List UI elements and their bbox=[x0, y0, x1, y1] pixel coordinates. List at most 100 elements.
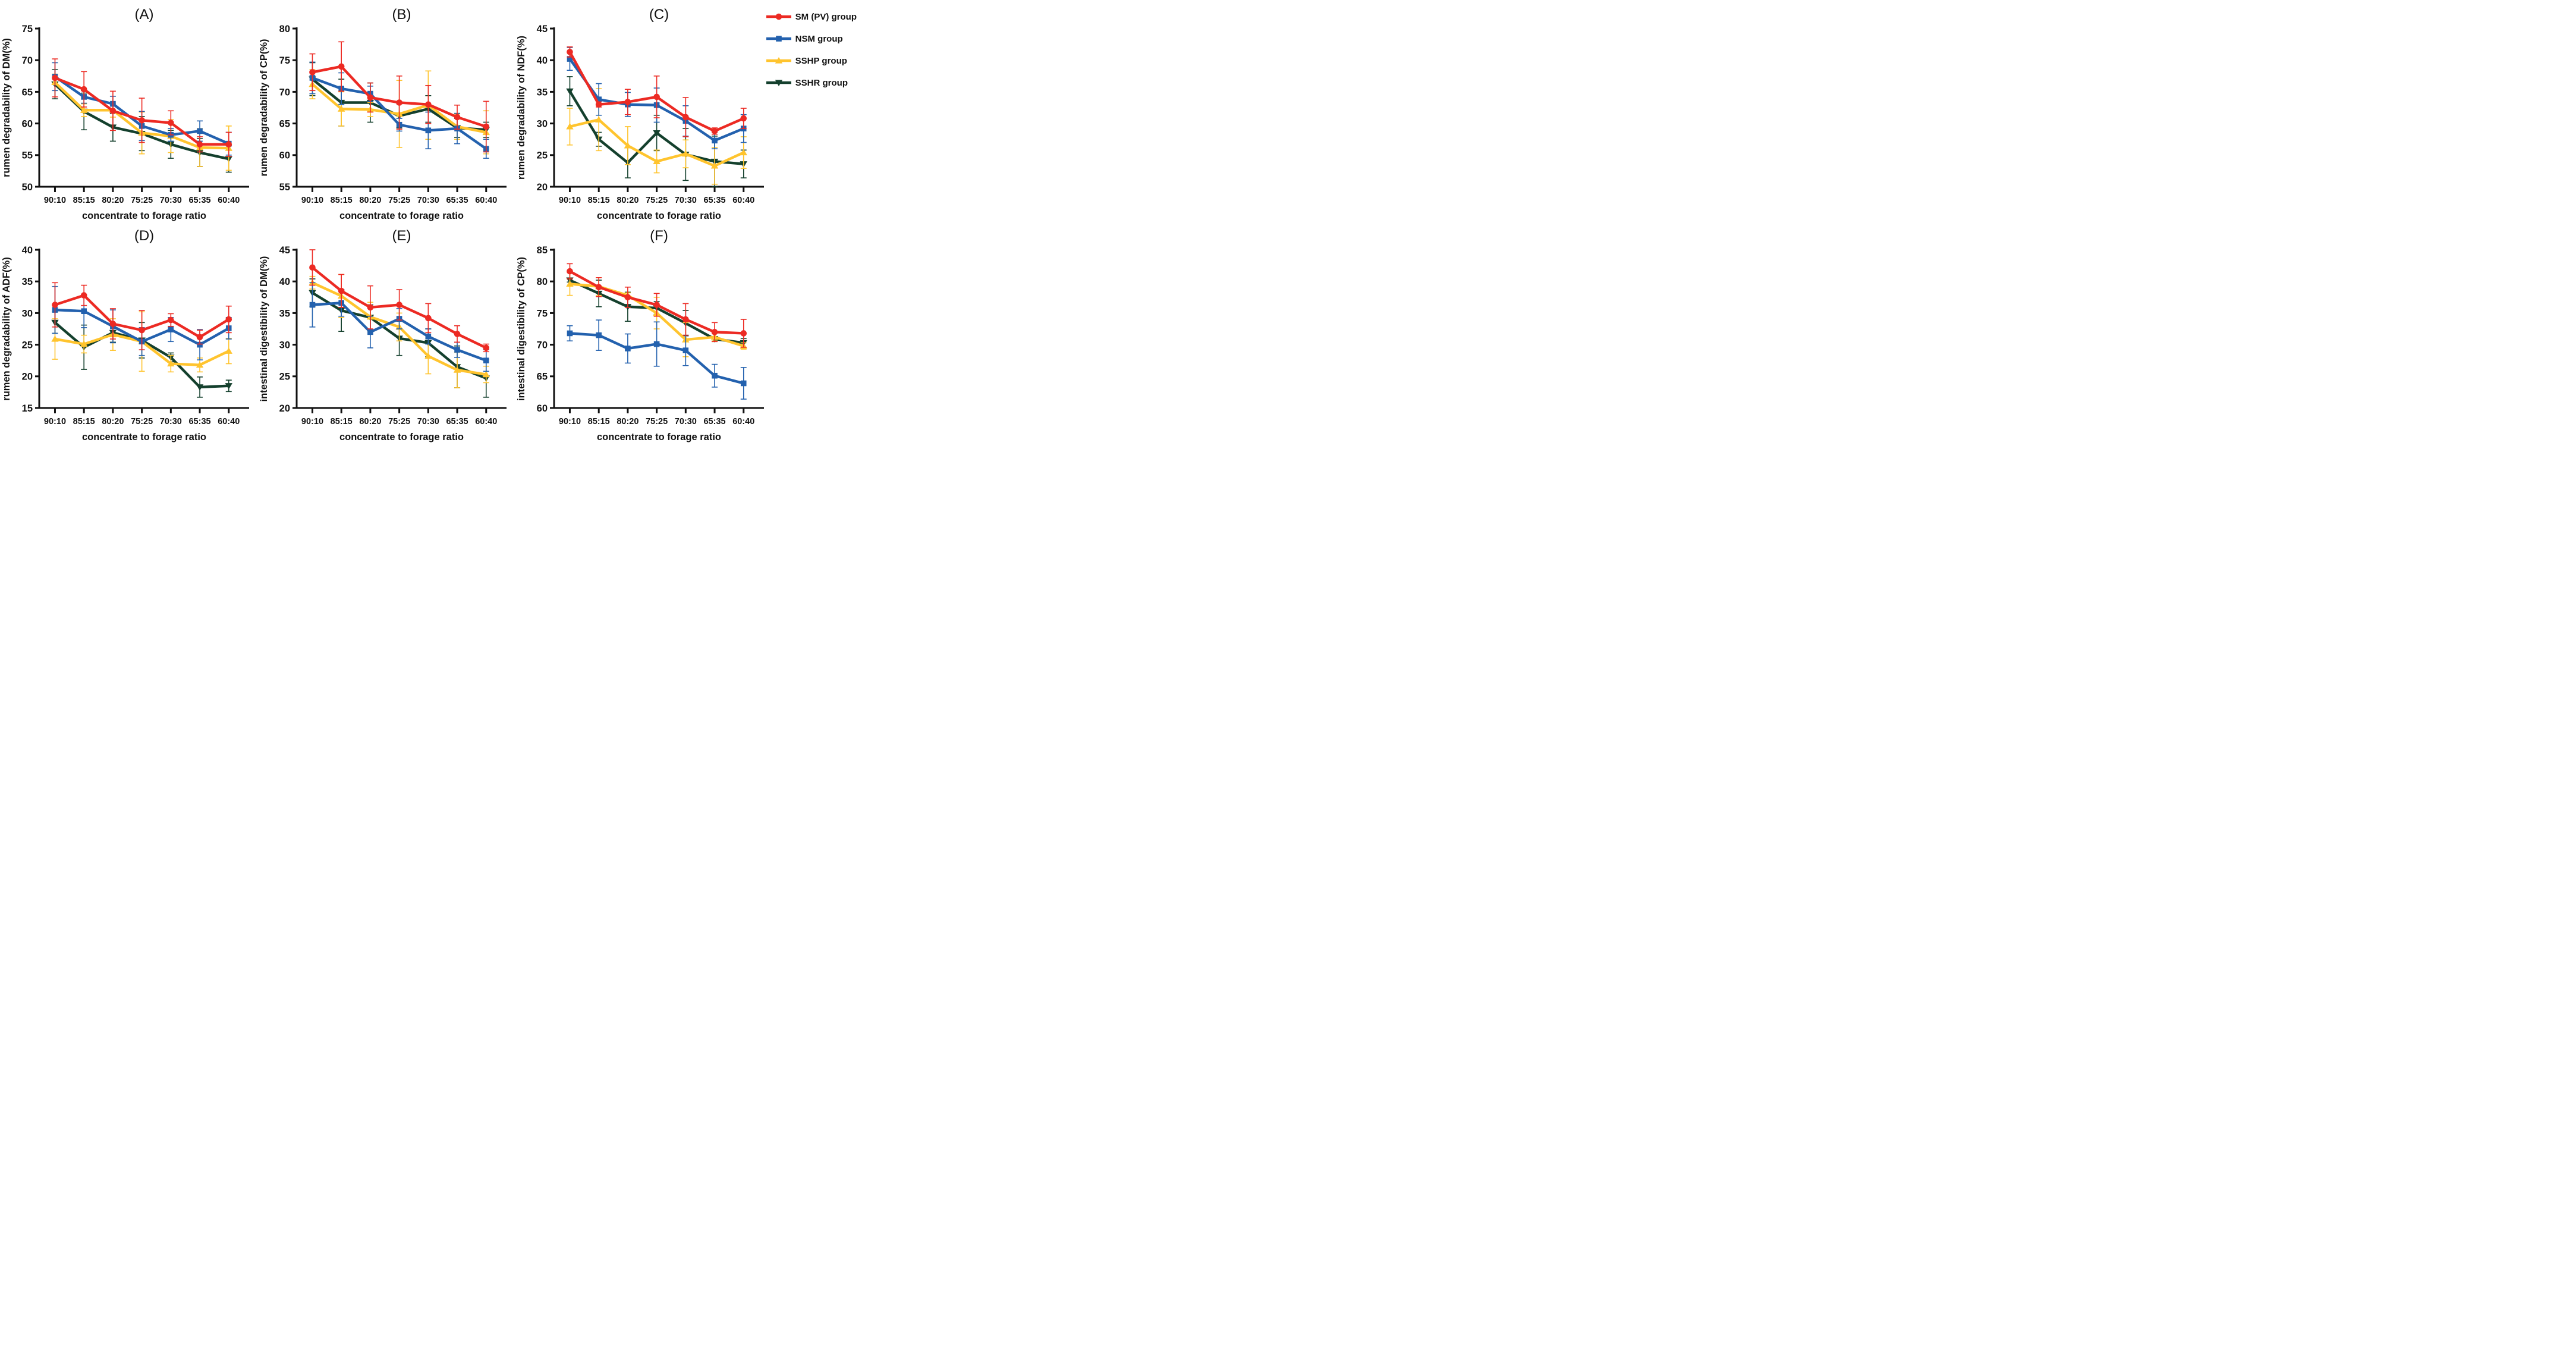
svg-text:70:30: 70:30 bbox=[160, 196, 182, 205]
y-axis: 60 65 70 75 80 85 bbox=[537, 245, 554, 414]
svg-text:45: 45 bbox=[537, 24, 548, 34]
axes bbox=[38, 27, 249, 188]
panel-title: (A) bbox=[135, 7, 154, 23]
x-axis-label: concentrate to forage ratio bbox=[597, 211, 721, 221]
svg-text:65: 65 bbox=[537, 372, 548, 382]
svg-text:60:40: 60:40 bbox=[732, 417, 754, 426]
svg-text:85:15: 85:15 bbox=[73, 196, 95, 205]
svg-text:65:35: 65:35 bbox=[703, 196, 725, 205]
y-axis-label: rumen degradability of ADF(%) bbox=[1, 257, 12, 400]
series-sm bbox=[52, 282, 232, 350]
svg-text:85:15: 85:15 bbox=[331, 196, 353, 205]
figure-canvas: (A) 50 55 60 65 70 75 90:10 85:15 80:20 75:25 70:30… bbox=[0, 0, 858, 451]
chart-svg-e: (E) 20 25 30 35 40 45 90:10 85:15 80:20 75:25 70:30… bbox=[259, 228, 507, 442]
svg-text:70:30: 70:30 bbox=[417, 417, 439, 426]
svg-text:70: 70 bbox=[279, 87, 290, 98]
legend-item: SSHR group bbox=[765, 77, 857, 89]
x-axis: 90:10 85:15 80:20 75:25 70:30 65:35 60:40 bbox=[301, 187, 497, 205]
panel-title: (C) bbox=[649, 7, 669, 23]
svg-text:90:10: 90:10 bbox=[559, 417, 581, 426]
svg-text:35: 35 bbox=[537, 87, 548, 98]
svg-text:75:25: 75:25 bbox=[388, 417, 410, 426]
svg-text:60:40: 60:40 bbox=[732, 196, 754, 205]
svg-text:70:30: 70:30 bbox=[675, 196, 697, 205]
svg-text:60: 60 bbox=[537, 403, 548, 414]
svg-text:90:10: 90:10 bbox=[301, 417, 323, 426]
svg-text:85:15: 85:15 bbox=[73, 417, 95, 426]
svg-text:85:15: 85:15 bbox=[588, 196, 610, 205]
svg-text:90:10: 90:10 bbox=[44, 196, 66, 205]
y-axis-label: intestinal digestibility of CP(%) bbox=[516, 257, 527, 401]
legend-item: SSHP group bbox=[765, 55, 857, 67]
svg-text:60:40: 60:40 bbox=[475, 196, 497, 205]
svg-text:90:10: 90:10 bbox=[301, 196, 323, 205]
svg-text:90:10: 90:10 bbox=[44, 417, 66, 426]
svg-text:25: 25 bbox=[537, 150, 548, 161]
svg-text:65:35: 65:35 bbox=[703, 417, 725, 426]
svg-text:90:10: 90:10 bbox=[559, 196, 581, 205]
svg-text:20: 20 bbox=[22, 372, 33, 382]
svg-text:85: 85 bbox=[537, 245, 548, 256]
x-axis-label: concentrate to forage ratio bbox=[597, 432, 721, 442]
legend-marker-triangle-down-icon bbox=[766, 80, 791, 86]
chart-svg-c: (C) 20 25 30 35 40 45 90:10 85:15 80:20 75:25 70:30… bbox=[516, 7, 764, 221]
svg-text:25: 25 bbox=[279, 372, 290, 382]
legend-label: SSHP group bbox=[795, 55, 847, 66]
svg-text:65: 65 bbox=[22, 87, 33, 98]
chart-panel-a: (A) 50 55 60 65 70 75 90:10 85:15 80:20 75:25 70:30… bbox=[0, 4, 257, 225]
y-axis: 20 25 30 35 40 45 bbox=[537, 24, 554, 193]
series-sm bbox=[567, 46, 747, 137]
x-axis-label: concentrate to forage ratio bbox=[339, 211, 464, 221]
x-axis-label: concentrate to forage ratio bbox=[339, 432, 464, 442]
svg-text:65:35: 65:35 bbox=[446, 196, 468, 205]
legend-item: SM (PV) group bbox=[765, 11, 857, 23]
svg-text:75:25: 75:25 bbox=[131, 417, 153, 426]
panel-title: (F) bbox=[650, 228, 668, 244]
x-axis-label: concentrate to forage ratio bbox=[82, 211, 206, 221]
svg-text:30: 30 bbox=[537, 119, 548, 130]
panel-title: (E) bbox=[392, 228, 411, 244]
svg-text:80:20: 80:20 bbox=[102, 196, 124, 205]
x-axis: 90:10 85:15 80:20 75:25 70:30 65:35 60:40 bbox=[559, 408, 754, 426]
svg-text:20: 20 bbox=[537, 182, 548, 193]
svg-text:75:25: 75:25 bbox=[388, 196, 410, 205]
legend-item: NSM group bbox=[765, 33, 857, 45]
axes bbox=[553, 249, 764, 409]
chart-panel-b: (B) 55 60 65 70 75 80 90:10 85:15 80:20 75:25 70:30… bbox=[257, 4, 515, 225]
svg-text:75: 75 bbox=[537, 308, 548, 319]
series-sm bbox=[309, 249, 490, 353]
chart-panel-c: (C) 20 25 30 35 40 45 90:10 85:15 80:20 75:25 70:30… bbox=[515, 4, 772, 225]
svg-text:70: 70 bbox=[22, 55, 33, 66]
svg-text:75:25: 75:25 bbox=[646, 196, 668, 205]
svg-text:60: 60 bbox=[279, 150, 290, 161]
svg-text:35: 35 bbox=[279, 308, 290, 319]
svg-text:75:25: 75:25 bbox=[131, 196, 153, 205]
svg-text:80:20: 80:20 bbox=[359, 196, 381, 205]
svg-text:50: 50 bbox=[22, 182, 33, 193]
svg-text:45: 45 bbox=[279, 245, 290, 256]
svg-text:40: 40 bbox=[22, 245, 33, 256]
svg-text:20: 20 bbox=[279, 403, 290, 414]
x-axis: 90:10 85:15 80:20 75:25 70:30 65:35 60:40 bbox=[44, 408, 240, 426]
series-sm bbox=[309, 41, 490, 153]
svg-text:80: 80 bbox=[537, 277, 548, 287]
svg-text:65:35: 65:35 bbox=[188, 196, 210, 205]
y-axis-label: rumen degradability of NDF(%) bbox=[516, 36, 527, 180]
chart-svg-f: (F) 60 65 70 75 80 85 90:10 85:15 80:20 75:25 70:30… bbox=[516, 228, 764, 442]
chart-panel-e: (E) 20 25 30 35 40 45 90:10 85:15 80:20 75:25 70:30… bbox=[257, 225, 515, 446]
legend-label: NSM group bbox=[795, 33, 843, 44]
x-axis: 90:10 85:15 80:20 75:25 70:30 65:35 60:40 bbox=[301, 408, 497, 426]
svg-text:65:35: 65:35 bbox=[446, 417, 468, 426]
svg-text:35: 35 bbox=[22, 277, 33, 287]
svg-text:25: 25 bbox=[22, 340, 33, 351]
legend-marker-circle-icon bbox=[766, 13, 791, 20]
svg-text:75:25: 75:25 bbox=[646, 417, 668, 426]
svg-text:30: 30 bbox=[22, 308, 33, 319]
legend-marker-triangle-up-icon bbox=[766, 57, 791, 64]
svg-text:15: 15 bbox=[22, 403, 33, 414]
svg-text:80:20: 80:20 bbox=[359, 417, 381, 426]
chart-legend: SM (PV) group NSM group SSHP group SSHR gro… bbox=[765, 11, 857, 89]
svg-text:80: 80 bbox=[279, 24, 290, 34]
svg-text:85:15: 85:15 bbox=[331, 417, 353, 426]
axes bbox=[295, 27, 507, 188]
